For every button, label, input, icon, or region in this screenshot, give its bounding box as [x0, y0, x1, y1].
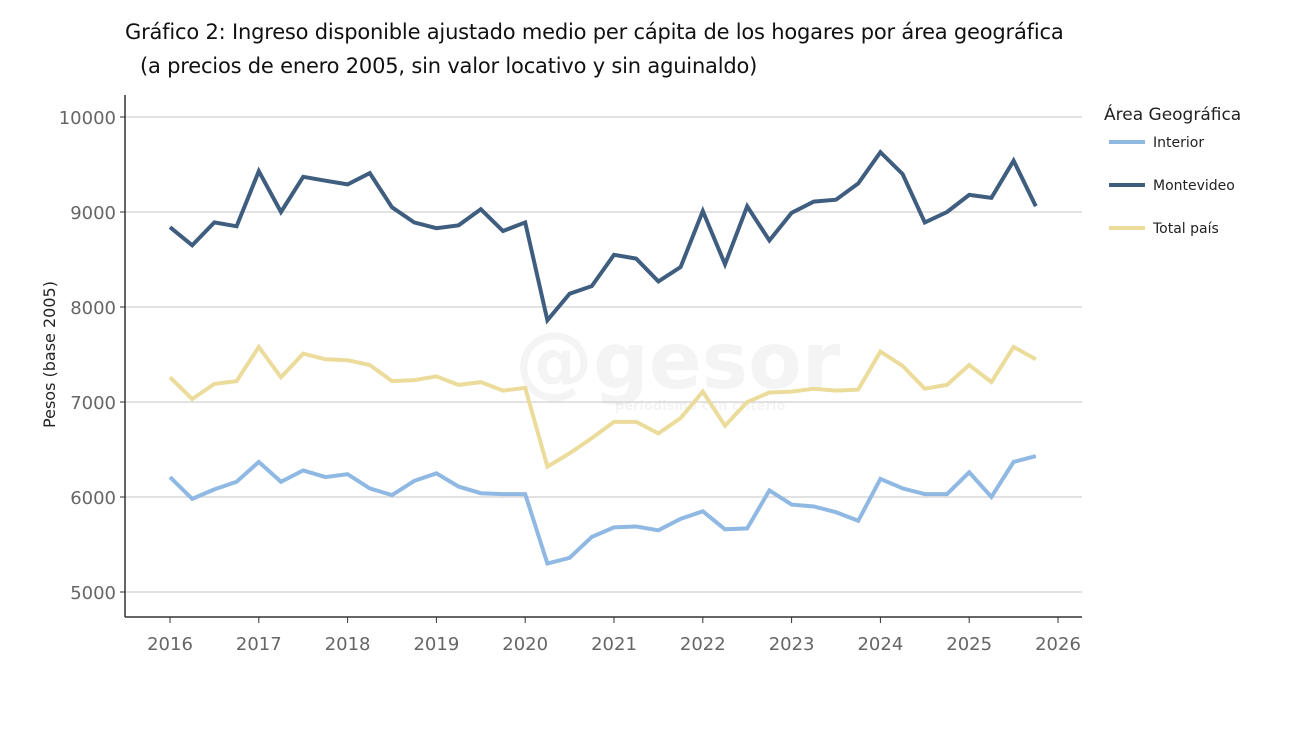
series-lines: [168, 149, 1038, 566]
legend-label: Montevideo: [1153, 178, 1235, 194]
x-tick-label: 2025: [946, 634, 992, 655]
legend-title: Área Geográfica: [1104, 103, 1241, 125]
y-tick-label: 7000: [70, 393, 116, 414]
series-line-total-pa-s: [168, 343, 1037, 470]
x-tick-label: 2017: [236, 634, 282, 655]
y-tick-label: 9000: [70, 203, 116, 224]
y-tick-label: 10000: [59, 108, 116, 129]
legend-items: Interior Montevideo Total país: [1109, 135, 1235, 237]
x-tick-label: 2024: [857, 634, 903, 655]
x-tick-label: 2016: [147, 634, 193, 655]
y-tick-label: 5000: [70, 583, 116, 604]
x-tick-label: 2026: [1035, 634, 1081, 655]
series-line-montevideo: [168, 149, 1038, 325]
chart-subtitle: (a precios de enero 2005, sin valor loca…: [140, 54, 758, 78]
chart-title: Gráfico 2: Ingreso disponible ajustado m…: [125, 20, 1064, 44]
axes: [124, 95, 1082, 618]
x-tick-label: 2022: [680, 634, 726, 655]
x-tick-label: 2020: [502, 634, 548, 655]
y-axis-ticks: 5000 6000 7000 8000 9000 10000: [59, 108, 125, 604]
x-tick-label: 2019: [413, 634, 459, 655]
y-axis-title: Pesos (base 2005): [40, 281, 59, 428]
legend-label: Total país: [1152, 221, 1219, 237]
x-tick-label: 2023: [769, 634, 815, 655]
legend-label: Interior: [1153, 135, 1204, 151]
x-tick-label: 2018: [325, 634, 371, 655]
gridlines: [125, 116, 1082, 593]
legend: Área Geográfica Interior Montevideo Total …: [1104, 103, 1241, 237]
x-axis-ticks: 2016 2017 2018 2019 2020 2021 2022 2023 2024 2025…: [147, 617, 1081, 655]
y-tick-label: 8000: [70, 298, 116, 319]
watermark-subtext: periodismo con criterio: [615, 399, 785, 414]
watermark: @gesor periodismo con criterio: [515, 317, 841, 414]
series-line-interior: [168, 454, 1037, 566]
y-tick-label: 6000: [70, 488, 116, 509]
x-tick-label: 2021: [591, 634, 637, 655]
